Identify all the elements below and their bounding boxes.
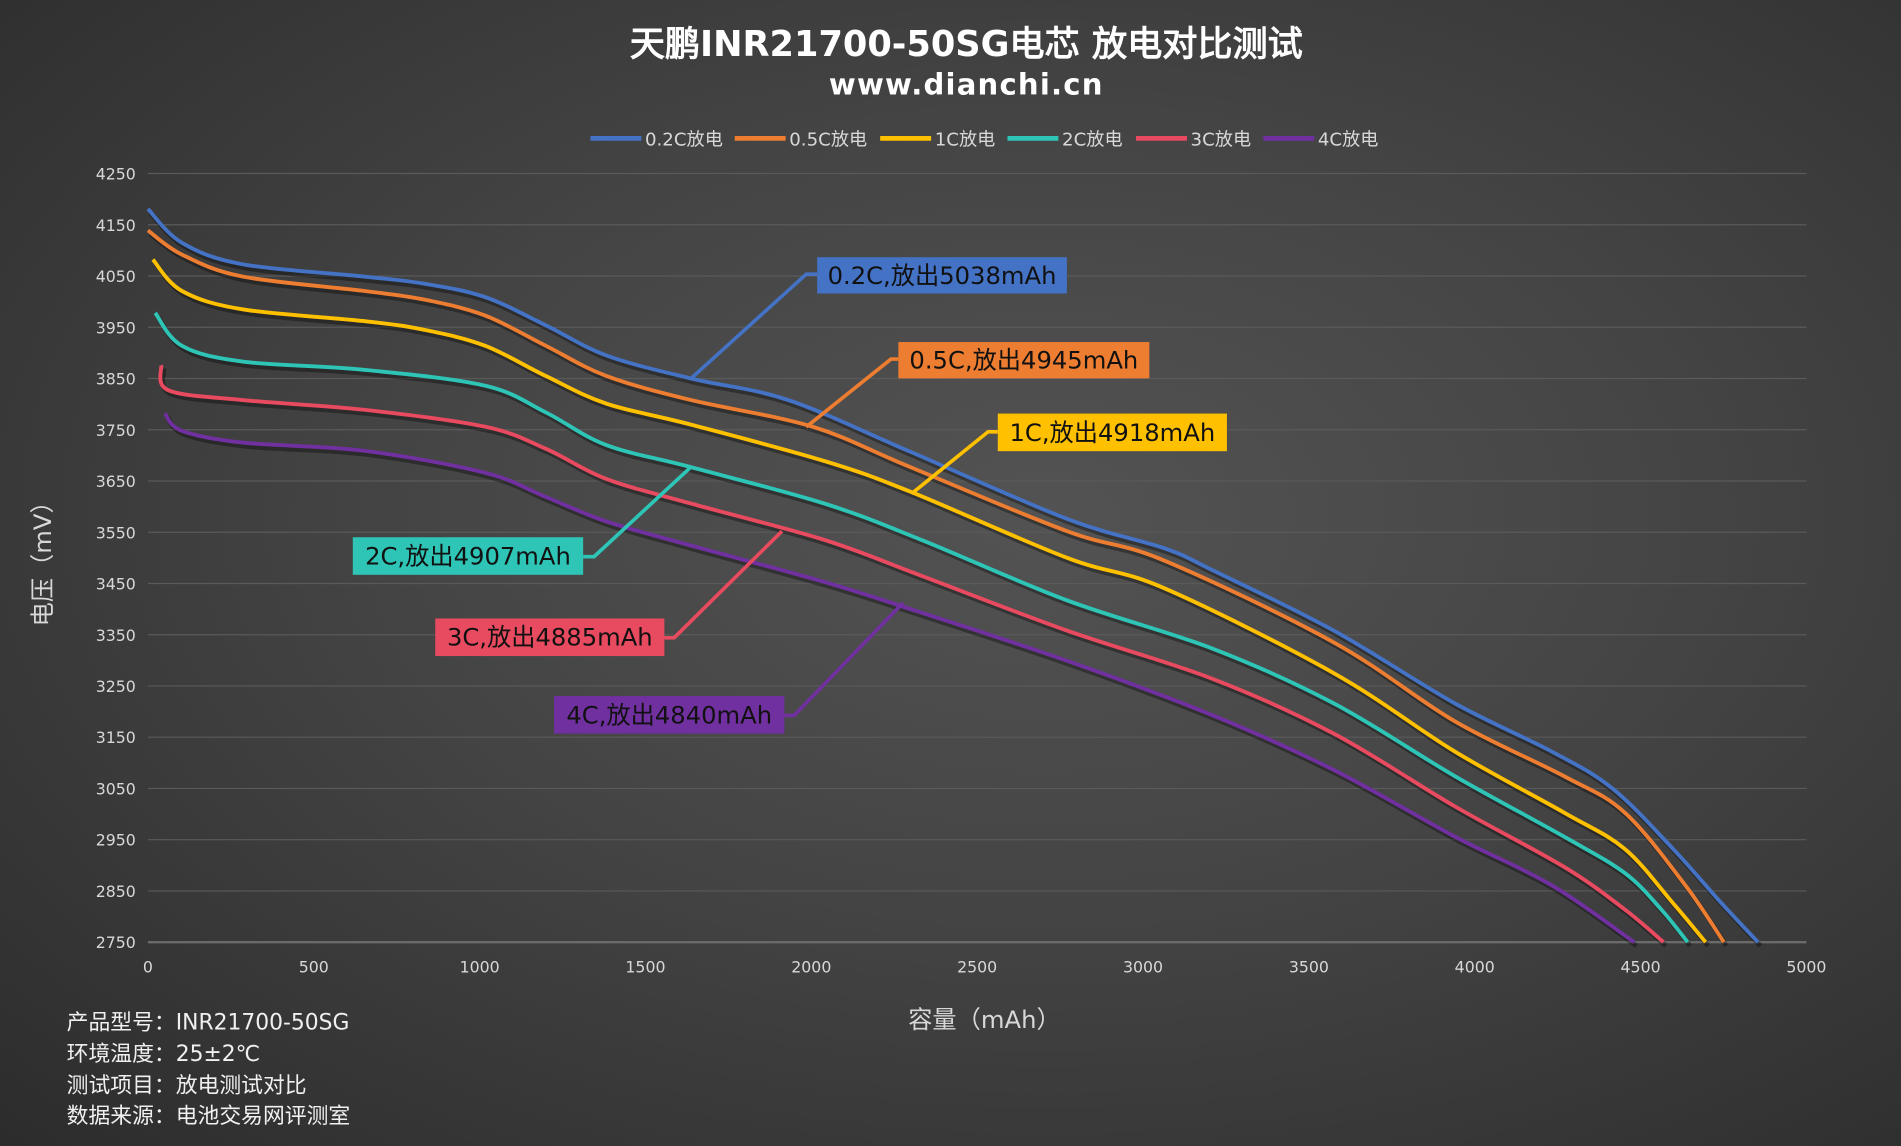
x-tick-label: 4500 xyxy=(1621,957,1661,976)
y-tick-label: 3150 xyxy=(96,728,136,747)
x-axis-label: 容量（mAh） xyxy=(908,1005,1060,1034)
series-line-1C放电 xyxy=(151,258,1708,944)
info-label: 数据来源： xyxy=(67,1104,176,1129)
series-line-0.5C放电 xyxy=(146,228,1726,944)
annotations: 0.2C,放出5038mAh 0.5C,放出4945mAh 1C,放出4918mAh… xyxy=(352,257,1227,734)
y-axis-label: 电压（mV） xyxy=(28,489,57,626)
x-tick-label: 0 xyxy=(143,957,153,976)
series-shadow xyxy=(148,210,1763,948)
legend-label: 1C放电 xyxy=(935,130,996,151)
y-tick-label: 3550 xyxy=(96,523,136,542)
x-tick-label: 500 xyxy=(299,957,329,976)
x-tick-label: 2000 xyxy=(791,957,831,976)
series-line-4C放电 xyxy=(163,411,1636,944)
y-tick-label: 2750 xyxy=(96,933,136,952)
x-tick-label: 3000 xyxy=(1123,957,1163,976)
series-shadow xyxy=(153,261,1710,948)
legend-label: 0.5C放电 xyxy=(789,130,867,151)
annotation-box xyxy=(898,342,1150,379)
annotation-leader-line xyxy=(805,357,899,429)
chart-subtitle: www.dianchi.cn xyxy=(829,68,1104,102)
series-shadow xyxy=(160,368,1668,948)
legend-label: 3C放电 xyxy=(1191,130,1252,151)
annotation-box xyxy=(554,696,785,734)
info-source: 数据来源：电池交易网评测室 xyxy=(67,1104,351,1129)
legend-label: 2C放电 xyxy=(1062,130,1123,151)
info-value: 放电测试对比 xyxy=(176,1074,307,1099)
annotation-label: 3C,放出4885mAh xyxy=(447,623,653,652)
x-tick-label: 2500 xyxy=(957,957,997,976)
y-tick-label: 3250 xyxy=(96,677,136,696)
info-label: 产品型号： xyxy=(67,1010,176,1035)
y-tick-label: 3950 xyxy=(96,318,136,337)
annotation-box xyxy=(817,257,1067,294)
info-value: 电池交易网评测室 xyxy=(176,1104,350,1129)
y-tick-label: 2950 xyxy=(96,831,136,850)
series-line-3C放电 xyxy=(158,364,1665,944)
annotation-leader-line xyxy=(784,601,905,718)
info-value: 25±2℃ xyxy=(176,1042,260,1067)
info-value: INR21700-50SG xyxy=(176,1010,350,1035)
annotation-leader-line xyxy=(689,272,818,380)
y-axis-ticks: 4250 4150 4050 3950 3850 3750 3650 3550 3450 3350… xyxy=(96,165,136,953)
info-temp: 环境温度：25±2℃ xyxy=(67,1042,260,1067)
y-tick-label: 3050 xyxy=(96,780,136,799)
annotation-label: 0.2C,放出5038mAh xyxy=(828,261,1057,290)
series-shadow xyxy=(148,232,1729,948)
series-line-0.2C放电 xyxy=(146,207,1760,944)
annotation-leader-line xyxy=(583,465,693,559)
y-tick-label: 3850 xyxy=(96,370,136,389)
legend-label: 4C放电 xyxy=(1318,130,1379,151)
annotation-label: 1C,放出4918mAh xyxy=(1009,418,1215,447)
y-tick-label: 4250 xyxy=(96,165,136,184)
annotation-label: 2C,放出4907mAh xyxy=(365,542,571,571)
series-lines xyxy=(146,207,1763,948)
x-axis-ticks: 0 500 1000 1500 2000 2500 3000 3500 4000 4500 5000 xyxy=(143,957,1827,976)
annotation-box xyxy=(435,618,665,657)
y-tick-label: 3650 xyxy=(96,472,136,491)
info-label: 环境温度： xyxy=(67,1042,176,1067)
y-tick-label: 4050 xyxy=(96,267,136,286)
info-label: 测试项目： xyxy=(67,1074,176,1099)
x-tick-label: 4000 xyxy=(1455,957,1495,976)
y-tick-label: 3350 xyxy=(96,626,136,645)
y-tick-label: 3450 xyxy=(96,575,136,594)
annotation-label: 0.5C,放出4945mAh xyxy=(909,346,1138,375)
x-tick-label: 1500 xyxy=(625,957,665,976)
legend: 0.2C放电 0.5C放电 1C放电 2C放电 3C放电 4C放电 xyxy=(590,130,1378,151)
annotation-leader-line xyxy=(910,429,998,496)
y-tick-label: 3750 xyxy=(96,421,136,440)
chart-title: 天鹏INR21700-50SG电芯 放电对比测试 xyxy=(630,24,1303,65)
annotation-box xyxy=(352,537,584,575)
series-shadow xyxy=(165,415,1639,948)
x-tick-label: 5000 xyxy=(1786,957,1826,976)
y-tick-label: 2850 xyxy=(96,882,136,901)
annotation-label: 4C,放出4840mAh xyxy=(566,700,772,729)
annotation-box xyxy=(997,413,1227,452)
annotation-leader-line xyxy=(664,529,784,640)
series-line-2C放电 xyxy=(153,311,1690,944)
x-tick-label: 3500 xyxy=(1289,957,1329,976)
x-tick-label: 1000 xyxy=(460,957,500,976)
legend-label: 0.2C放电 xyxy=(645,130,723,151)
y-tick-label: 4150 xyxy=(96,216,136,235)
info-block: 产品型号：INR21700-50SG 环境温度：25±2℃ 测试项目：放电测试对… xyxy=(67,1010,351,1128)
series-shadow xyxy=(155,315,1692,948)
info-model: 产品型号：INR21700-50SG xyxy=(67,1010,350,1035)
info-test: 测试项目：放电测试对比 xyxy=(67,1074,307,1099)
